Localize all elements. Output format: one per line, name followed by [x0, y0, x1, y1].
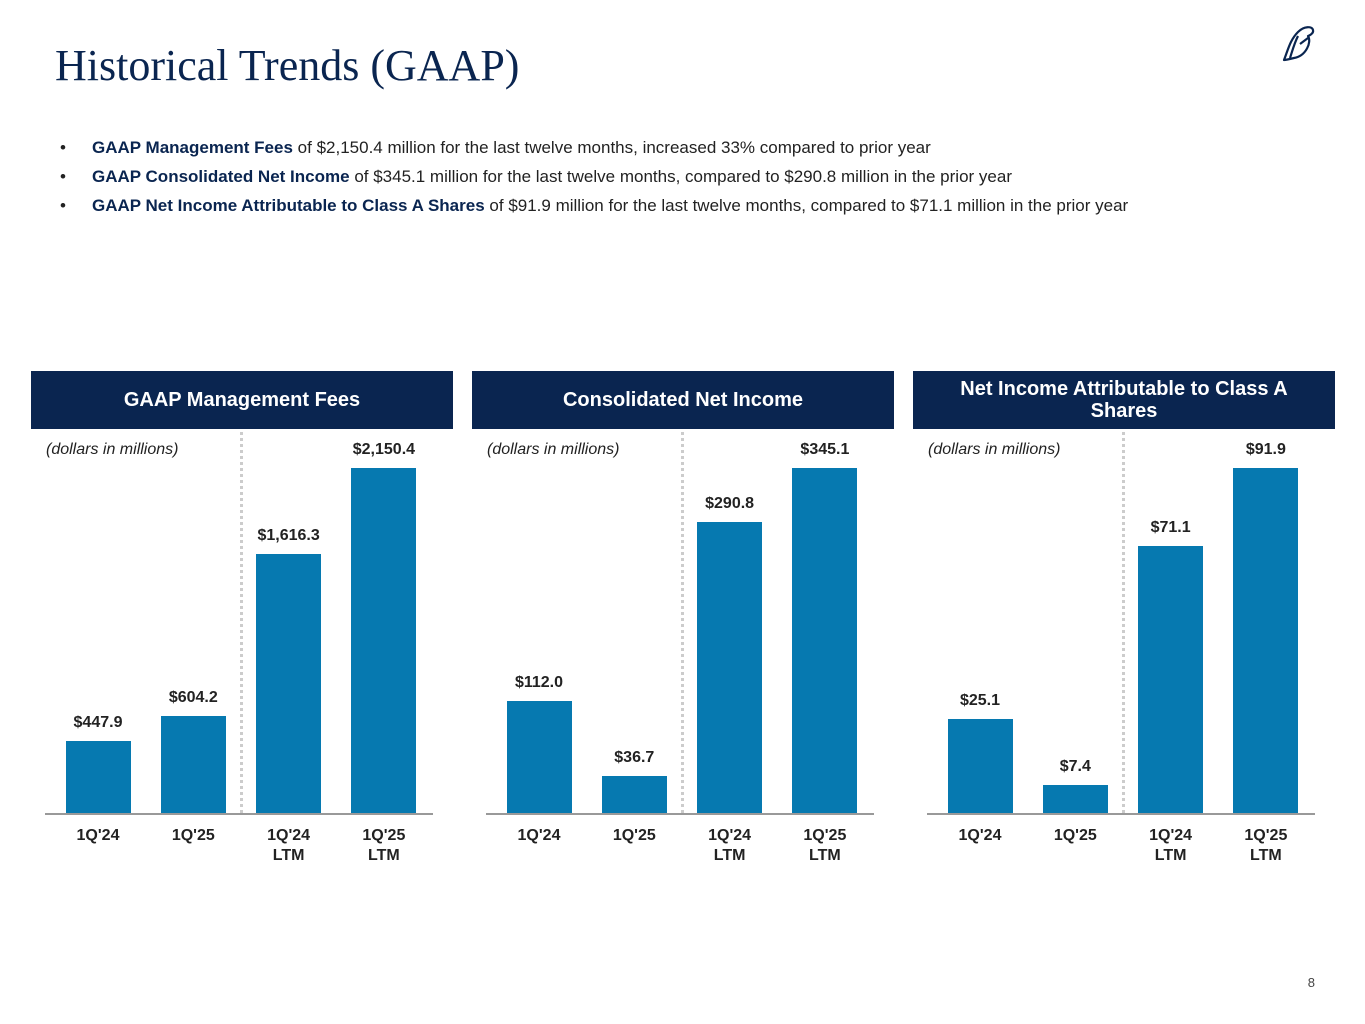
- value-label: $7.4: [1059, 758, 1091, 776]
- bar: [697, 522, 763, 813]
- bullet-bold: GAAP Management Fees: [92, 138, 293, 157]
- bar: [351, 468, 417, 813]
- bar: [792, 468, 858, 813]
- value-label: $1,616.3: [257, 526, 320, 544]
- bullet-text: of $91.9 million for the last twelve mon…: [489, 196, 1129, 215]
- value-label: $345.1: [800, 441, 850, 458]
- baseline: [45, 813, 433, 815]
- divider: [681, 432, 684, 813]
- value-label: $36.7: [614, 749, 655, 767]
- value-label: $71.1: [1150, 519, 1191, 537]
- value-label: $447.9: [73, 714, 123, 732]
- chart-title: Consolidated Net Income: [472, 371, 894, 429]
- x-tick-label: 1Q'24 LTM: [1149, 827, 1193, 864]
- bullet-bold: GAAP Net Income Attributable to Class A …: [92, 196, 485, 215]
- value-label: $604.2: [168, 689, 218, 707]
- bar: [160, 716, 226, 813]
- value-label: $112.0: [514, 674, 564, 692]
- bar: [1138, 546, 1204, 813]
- bar: [1042, 785, 1108, 813]
- bar: [506, 701, 572, 813]
- chart-subtitle: (dollars in millions): [928, 441, 1061, 458]
- baseline: [927, 813, 1315, 815]
- bullet: GAAP Net Income Attributable to Class A …: [60, 191, 1128, 220]
- x-tick-label: 1Q'25: [171, 827, 215, 844]
- bullet-text: of $345.1 million for the last twelve mo…: [354, 167, 1012, 186]
- divider: [240, 432, 243, 813]
- x-tick-label: 1Q'24: [517, 827, 561, 844]
- bar: [947, 718, 1013, 813]
- x-tick-label: 1Q'25 LTM: [803, 827, 847, 864]
- bar: [65, 741, 131, 813]
- x-tick-label: 1Q'24 LTM: [708, 827, 752, 864]
- x-tick-label: 1Q'24 LTM: [267, 827, 311, 864]
- x-tick-label: 1Q'25 LTM: [1244, 827, 1288, 864]
- chart-subtitle: (dollars in millions): [46, 441, 179, 458]
- value-label: $290.8: [705, 495, 755, 513]
- slide-title: Historical Trends (GAAP): [55, 41, 520, 90]
- x-tick-label: 1Q'25 LTM: [362, 827, 406, 864]
- bullet-bold: GAAP Consolidated Net Income: [92, 167, 350, 186]
- bar: [256, 553, 322, 813]
- bar: [601, 776, 667, 813]
- chart-title: Net Income Attributable to Class A Share…: [913, 371, 1335, 429]
- x-tick-label: 1Q'24: [76, 827, 120, 844]
- bullet-text: of $2,150.4 million for the last twelve …: [297, 138, 931, 157]
- value-label: $91.9: [1245, 441, 1286, 458]
- chart-title: GAAP Management Fees: [31, 371, 453, 429]
- page-number: 8: [1307, 975, 1315, 990]
- baseline: [486, 813, 874, 815]
- logo: [1282, 26, 1315, 62]
- x-tick-label: 1Q'25: [1053, 827, 1097, 844]
- bar: [1233, 468, 1299, 813]
- x-tick-label: 1Q'24: [958, 827, 1002, 844]
- x-tick-label: 1Q'25: [612, 827, 656, 844]
- value-label: $2,150.4: [352, 441, 416, 458]
- divider: [1122, 432, 1125, 813]
- chart-subtitle: (dollars in millions): [487, 441, 620, 458]
- value-label: $25.1: [959, 691, 1001, 709]
